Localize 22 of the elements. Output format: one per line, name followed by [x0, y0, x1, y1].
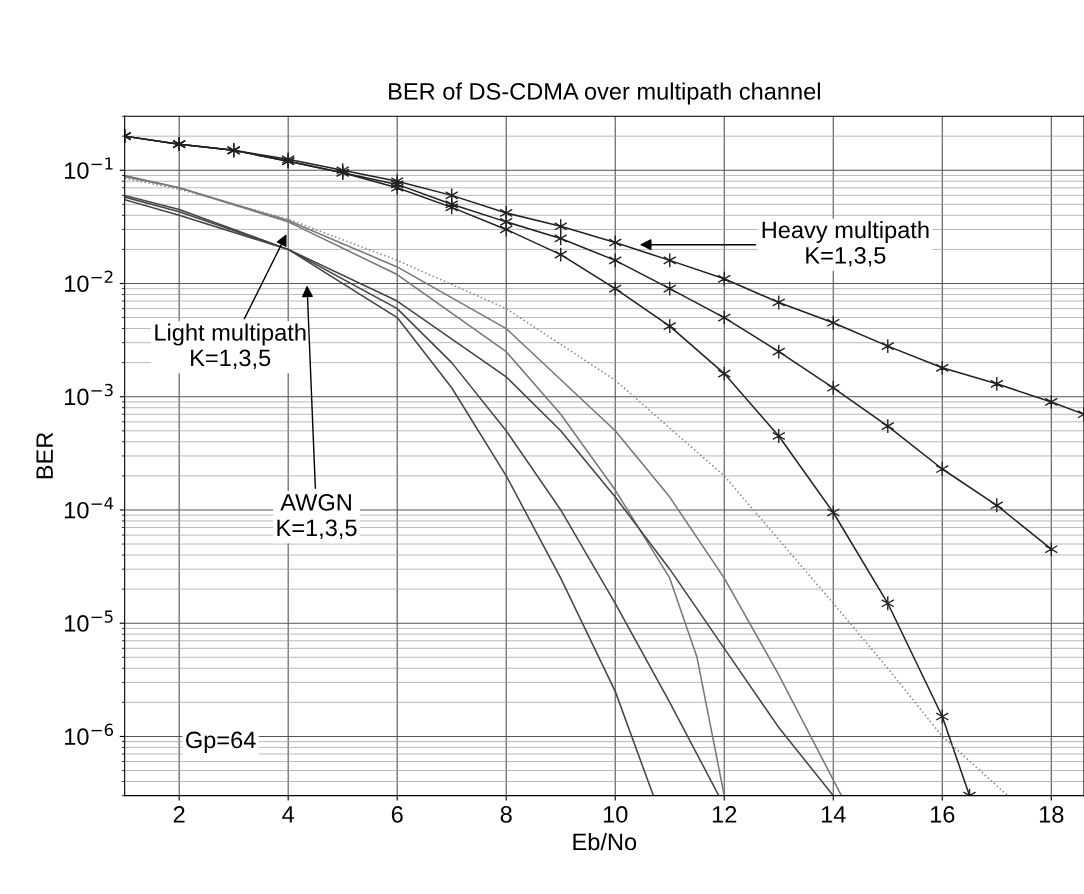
y-tick-label: 10$^{−2}$ [65, 270, 113, 293]
y-tick-label: 10$^{−3}$ [65, 383, 113, 406]
chart-title: BER of DS-CDMA over multipath channel [389, 82, 820, 105]
y-tick-label: 10$^{−4}$ [65, 497, 114, 519]
y-tick-label: 10$^{−1}$ [65, 157, 113, 179]
x-tick-label: 4 [282, 806, 295, 823]
x-tick-label: 14 [821, 806, 846, 823]
annotation: Heavy multipath K=1,3,5 [762, 220, 929, 267]
annotation: Light multipath K=1,3,5 [155, 323, 306, 370]
annotation: Gp=64 [186, 731, 256, 753]
annotation: AWGN K=1,3,5 [277, 493, 357, 539]
x-tick-label: 16 [930, 806, 955, 823]
x-axis-title: Eb/No [573, 832, 637, 851]
y-tick-label: 10$^{−5}$ [65, 610, 113, 632]
x-tick-label: 12 [712, 806, 737, 823]
x-tick-label: 10 [603, 806, 628, 823]
x-tick-label: 8 [500, 806, 512, 823]
x-tick-label: 6 [391, 806, 403, 823]
y-axis-title: BER [36, 432, 53, 479]
y-tick-label: 10$^{−6}$ [65, 723, 114, 746]
x-tick-label: 2 [173, 806, 185, 823]
x-tick-label: 18 [1039, 806, 1064, 823]
